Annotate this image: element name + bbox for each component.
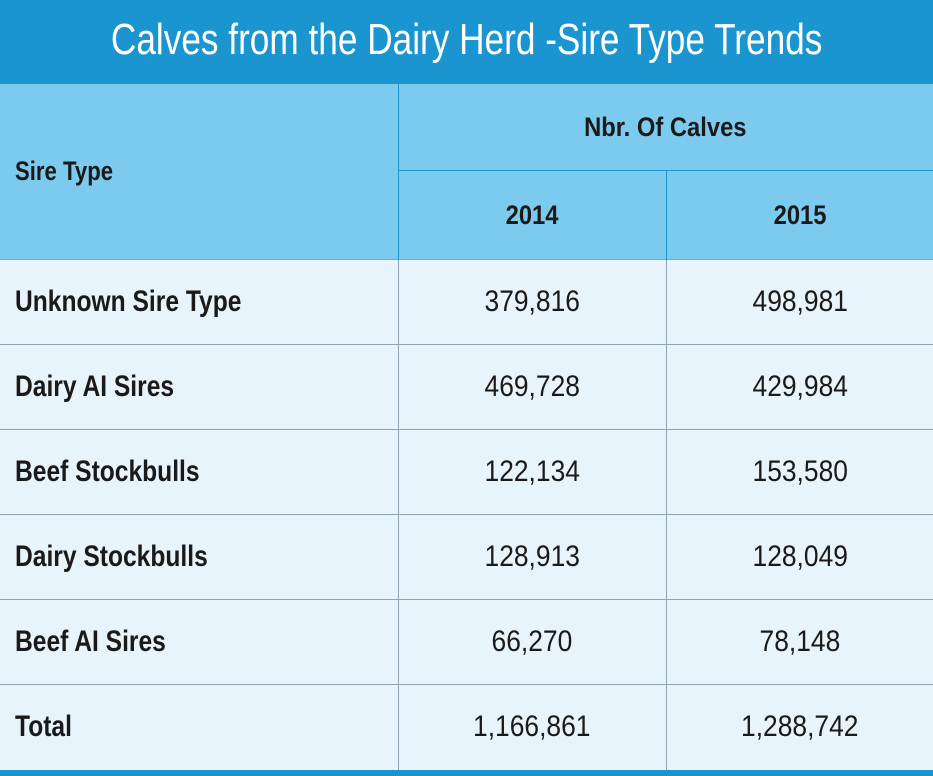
table-row-total: Total 1,166,861 1,288,742	[0, 684, 933, 770]
row-label-text: Unknown Sire Type	[15, 285, 242, 318]
cell-value: 122,134	[398, 429, 667, 515]
header-sire-type-label: Sire Type	[15, 156, 114, 186]
table-row: Dairy AI Sires 469,728 429,984	[0, 344, 933, 430]
table-row: Dairy Stockbulls 128,913 128,049	[0, 514, 933, 600]
title-bar: Calves from the Dairy Herd -Sire Type Tr…	[0, 0, 933, 84]
cell-value: 66,270	[398, 599, 667, 685]
row-label-text: Dairy AI Sires	[15, 370, 175, 403]
row-label: Beef AI Sires	[0, 599, 399, 685]
cell-value: 498,981	[666, 259, 933, 345]
cell-value-text: 78,148	[759, 625, 841, 658]
header-nbr-of-calves: Nbr. Of Calves	[398, 84, 933, 171]
cell-value: 1,166,861	[398, 684, 667, 770]
row-label-text: Total	[15, 710, 72, 744]
header-year-2014: 2014	[398, 170, 667, 260]
cell-value-text: 429,984	[752, 370, 848, 403]
cell-value: 128,049	[666, 514, 933, 600]
row-label: Total	[0, 684, 399, 770]
row-label-text: Beef Stockbulls	[15, 455, 200, 488]
cell-value: 78,148	[666, 599, 933, 685]
cell-value-text: 66,270	[491, 625, 573, 658]
cell-value-text: 1,288,742	[741, 710, 859, 744]
cell-value-text: 153,580	[752, 455, 848, 488]
table-row: Beef Stockbulls 122,134 153,580	[0, 429, 933, 515]
row-label: Dairy AI Sires	[0, 344, 399, 430]
page-title: Calves from the Dairy Herd -Sire Type Tr…	[110, 15, 823, 64]
cell-value-text: 128,913	[484, 540, 580, 573]
cell-value: 379,816	[398, 259, 667, 345]
row-label: Dairy Stockbulls	[0, 514, 399, 600]
table-row: Beef AI Sires 66,270 78,148	[0, 599, 933, 685]
cell-value-text: 1,166,861	[473, 710, 591, 744]
cell-value: 128,913	[398, 514, 667, 600]
header-group-label: Nbr. Of Calves	[584, 111, 747, 142]
cell-value-text: 498,981	[752, 285, 848, 318]
header-year-label: 2015	[773, 199, 827, 230]
row-label-text: Dairy Stockbulls	[15, 540, 208, 573]
cell-value: 1,288,742	[666, 684, 933, 770]
header-year-label: 2014	[505, 199, 559, 230]
cell-value-text: 379,816	[484, 285, 580, 318]
cell-value: 429,984	[666, 344, 933, 430]
row-label: Beef Stockbulls	[0, 429, 399, 515]
cell-value: 153,580	[666, 429, 933, 515]
row-label: Unknown Sire Type	[0, 259, 399, 345]
header-sire-type: Sire Type	[0, 84, 399, 260]
sire-type-table: Sire Type Nbr. Of Calves 2014 2015 Unkno…	[0, 84, 933, 770]
header-year-2015: 2015	[666, 170, 933, 260]
table-row: Unknown Sire Type 379,816 498,981	[0, 259, 933, 345]
cell-value-text: 122,134	[484, 455, 580, 488]
cell-value-text: 469,728	[484, 370, 580, 403]
row-label-text: Beef AI Sires	[15, 625, 166, 658]
cell-value: 469,728	[398, 344, 667, 430]
cell-value-text: 128,049	[752, 540, 848, 573]
